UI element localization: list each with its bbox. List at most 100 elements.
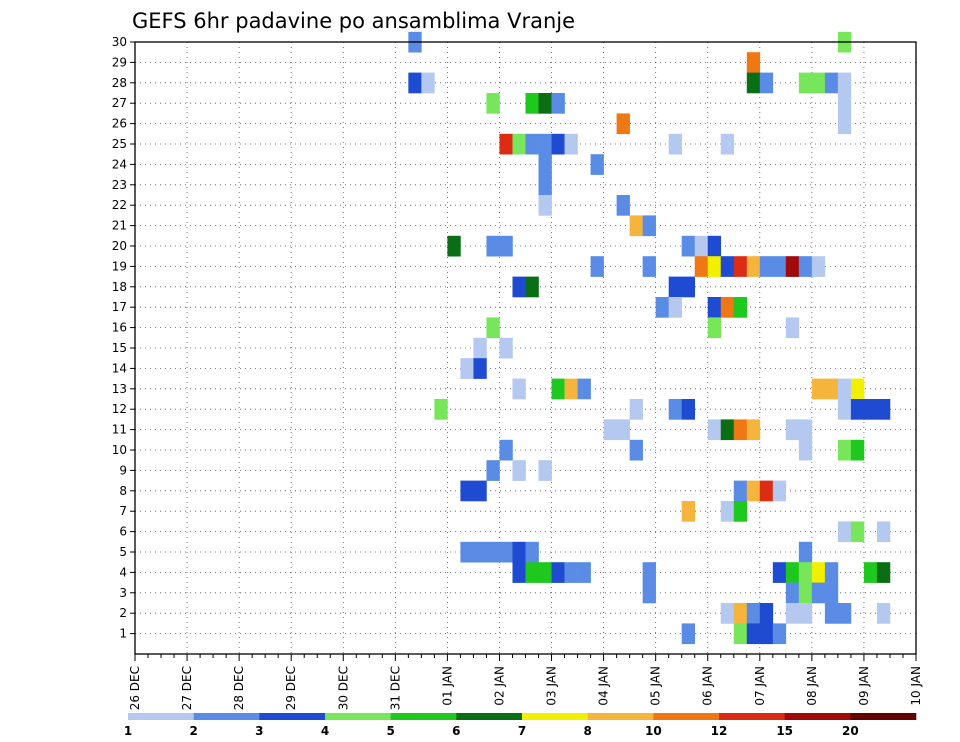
- precip-cell: [785, 582, 800, 604]
- precip-cell: [785, 317, 800, 339]
- precip-cell: [564, 562, 578, 583]
- precip-cell: [837, 72, 852, 94]
- y-tick-label: 5: [119, 545, 127, 559]
- y-tick-label: 1: [119, 627, 127, 641]
- precip-cell: [408, 72, 422, 94]
- precip-cell: [837, 521, 852, 543]
- precip-cell: [681, 623, 696, 645]
- precip-cell: [603, 419, 617, 441]
- precip-cell: [733, 419, 748, 441]
- precip-cell: [642, 562, 656, 583]
- precip-cell: [486, 93, 500, 114]
- precip-cell: [720, 133, 735, 155]
- precip-cell: [564, 133, 578, 155]
- precip-cell: [772, 480, 787, 502]
- legend-color-swatch: [850, 713, 917, 720]
- precip-cell: [746, 256, 761, 277]
- legend-level-label: 7: [518, 724, 526, 738]
- y-tick-label: 6: [119, 525, 127, 539]
- precip-cell: [733, 256, 748, 277]
- precip-cell: [798, 256, 813, 277]
- precip-cell: [707, 235, 722, 257]
- precip-cell: [798, 419, 813, 441]
- legend-color-swatch: [193, 713, 260, 720]
- precip-cell: [525, 93, 539, 114]
- precip-cell: [707, 256, 722, 277]
- precip-cell: [525, 133, 539, 155]
- precip-cell: [681, 501, 696, 522]
- precip-cell: [785, 562, 800, 583]
- precip-cell: [525, 541, 539, 563]
- precip-cell: [824, 603, 839, 624]
- precip-cell: [720, 419, 735, 441]
- precip-cell: [707, 419, 722, 441]
- x-tick-label: 04 JAN: [597, 666, 611, 706]
- precip-cell: [460, 358, 474, 379]
- x-tick-label: 10 JAN: [909, 666, 923, 706]
- precip-cell: [499, 133, 513, 155]
- precip-cell: [460, 541, 474, 563]
- precip-cell: [733, 623, 748, 645]
- precip-cell: [460, 480, 474, 502]
- precip-cell: [538, 93, 552, 114]
- legend-level-label: 2: [189, 724, 197, 738]
- precip-cell: [629, 439, 643, 461]
- precip-cell: [876, 521, 891, 543]
- y-tick-label: 28: [112, 76, 127, 90]
- precip-cell: [837, 399, 852, 420]
- precip-cell: [681, 399, 696, 420]
- precip-cell: [499, 235, 513, 257]
- precip-cell: [759, 480, 774, 502]
- precip-cell: [746, 419, 761, 441]
- legend-level-label: 5: [386, 724, 394, 738]
- precip-cell: [746, 623, 761, 645]
- precip-cell: [668, 276, 682, 298]
- precip-cell: [798, 582, 813, 604]
- precip-cell: [824, 562, 839, 583]
- precip-cell: [538, 195, 552, 216]
- x-tick-label: 09 JAN: [857, 666, 871, 706]
- precip-cell: [525, 276, 539, 298]
- precip-cell: [694, 235, 709, 257]
- precip-cell: [772, 562, 787, 583]
- precip-cell: [512, 378, 526, 400]
- precip-cell: [538, 562, 552, 583]
- precip-cell: [512, 460, 526, 481]
- precip-cell: [616, 419, 630, 441]
- precip-cell: [733, 603, 748, 624]
- precip-cell: [590, 154, 604, 175]
- precip-cell: [811, 562, 826, 583]
- y-tick-label: 21: [112, 219, 127, 233]
- precip-cell: [850, 521, 865, 543]
- legend-color-swatch: [719, 713, 785, 720]
- y-tick-label: 7: [119, 504, 127, 518]
- precip-cell: [759, 623, 774, 645]
- precip-cell: [681, 276, 696, 298]
- precip-cell: [811, 378, 826, 400]
- x-tick-label: 30 DEC: [336, 666, 350, 710]
- precip-cell: [642, 582, 656, 604]
- y-tick-label: 16: [112, 321, 127, 335]
- legend-color-swatch: [587, 713, 654, 720]
- precip-cell: [837, 603, 852, 624]
- precip-cell: [850, 399, 865, 420]
- precip-cell: [772, 623, 787, 645]
- precip-cell: [759, 72, 774, 94]
- precip-cell: [473, 541, 487, 563]
- y-tick-label: 17: [112, 300, 127, 314]
- precip-cell: [837, 439, 852, 461]
- y-tick-label: 12: [112, 402, 127, 416]
- precip-cell: [863, 399, 878, 420]
- legend-color-swatch: [784, 713, 851, 720]
- precip-cell: [876, 562, 891, 583]
- precip-cell: [798, 439, 813, 461]
- precip-cell: [551, 93, 565, 114]
- x-tick-label: 29 DEC: [284, 666, 298, 710]
- precip-cell: [837, 378, 852, 400]
- y-tick-label: 9: [119, 463, 127, 477]
- y-tick-label: 19: [112, 259, 127, 273]
- precip-cell: [512, 541, 526, 563]
- precip-cell: [811, 582, 826, 604]
- precip-cell: [538, 174, 552, 196]
- precip-cell: [668, 133, 682, 155]
